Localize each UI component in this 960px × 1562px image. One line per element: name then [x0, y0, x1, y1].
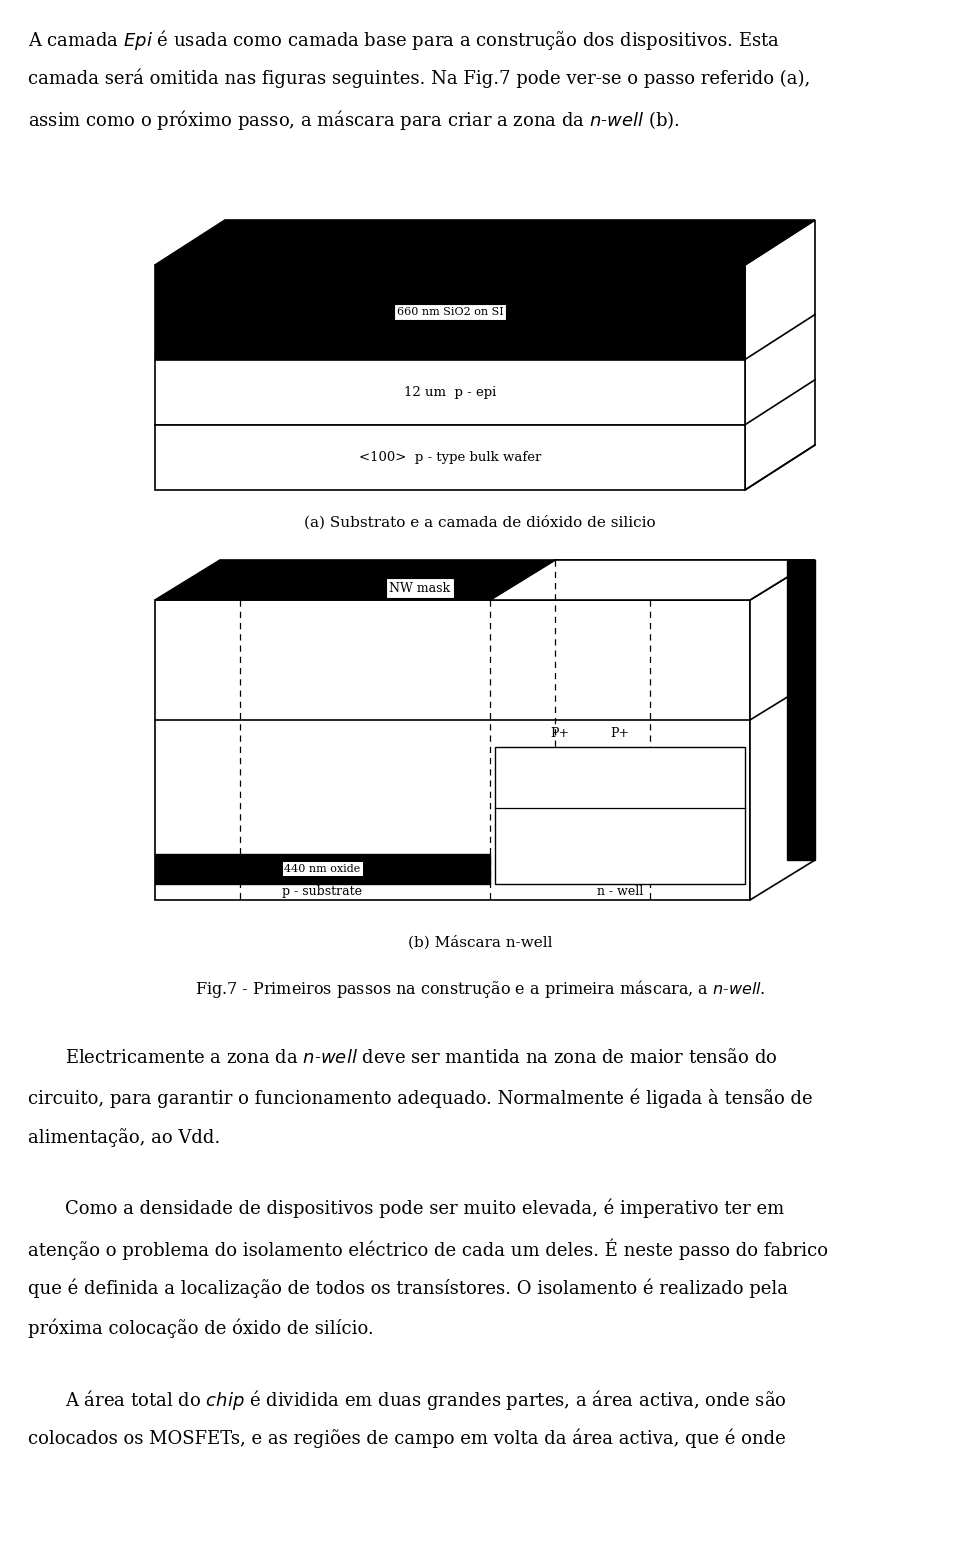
Text: assim como o próximo passo, a máscara para criar a zona da $\it{n}$-$\it{well}$ : assim como o próximo passo, a máscara pa… [28, 108, 680, 133]
Text: colocados os MOSFETs, e as regiões de campo em volta da área activa, que é onde: colocados os MOSFETs, e as regiões de ca… [28, 1428, 785, 1448]
Text: A camada $\it{Epi}$ é usada como camada base para a construção dos dispositivos.: A camada $\it{Epi}$ é usada como camada … [28, 28, 780, 52]
Text: 440 nm oxide: 440 nm oxide [284, 864, 361, 873]
Polygon shape [787, 561, 815, 861]
Text: (a) Substrato e a camada de dióxido de silicio: (a) Substrato e a camada de dióxido de s… [304, 515, 656, 530]
Bar [155, 425, 745, 490]
Text: p - substrate: p - substrate [282, 886, 363, 898]
Text: A área total do $\it{chip}$ é dividida em duas grandes partes, a área activa, on: A área total do $\it{chip}$ é dividida e… [65, 1389, 786, 1412]
Text: camada será omitida nas figuras seguintes. Na Fig.7 pode ver-se o passo referido: camada será omitida nas figuras seguinte… [28, 69, 810, 87]
Text: Electricamente a zona da $\it{n}$-$\it{well}$ deve ser mantida na zona de maior : Electricamente a zona da $\it{n}$-$\it{w… [65, 1048, 778, 1067]
Text: próxima colocação de óxido de silício.: próxima colocação de óxido de silício. [28, 1318, 373, 1337]
Text: 660 nm SiO2 on SI: 660 nm SiO2 on SI [396, 308, 503, 317]
Text: P+: P+ [550, 726, 569, 740]
Polygon shape [490, 561, 815, 600]
Text: Fig.7 - Primeiros passos na construção e a primeira máscara, a $\it{n}$-$\it{wel: Fig.7 - Primeiros passos na construção e… [195, 978, 765, 1000]
Text: circuito, para garantir o funcionamento adequado. Normalmente é ligada à tensão : circuito, para garantir o funcionamento … [28, 1089, 812, 1107]
Bar [155, 359, 745, 425]
Text: n - well: n - well [597, 886, 643, 898]
Text: 12 um  p - epi: 12 um p - epi [404, 386, 496, 398]
Polygon shape [155, 220, 815, 266]
Text: NW mask: NW mask [390, 581, 450, 595]
Polygon shape [155, 561, 815, 600]
Bar [495, 747, 745, 884]
Text: <100>  p - type bulk wafer: <100> p - type bulk wafer [359, 451, 541, 464]
Text: atenção o problema do isolamento eléctrico de cada um deles. É neste passo do fa: atenção o problema do isolamento eléctri… [28, 1239, 828, 1259]
Text: (b) Máscara n-well: (b) Máscara n-well [408, 936, 552, 950]
Text: Como a densidade de dispositivos pode ser muito elevada, é imperativo ter em: Como a densidade de dispositivos pode se… [65, 1198, 784, 1217]
Polygon shape [745, 220, 815, 490]
Bar [155, 600, 750, 900]
Text: P+: P+ [611, 726, 630, 740]
Bar [155, 266, 745, 359]
Text: alimentação, ao Vdd.: alimentação, ao Vdd. [28, 1128, 220, 1147]
Bar [155, 853, 490, 884]
Text: que é definida a localização de todos os transístores. O isolamento é realizado : que é definida a localização de todos os… [28, 1278, 788, 1298]
Polygon shape [750, 561, 815, 900]
